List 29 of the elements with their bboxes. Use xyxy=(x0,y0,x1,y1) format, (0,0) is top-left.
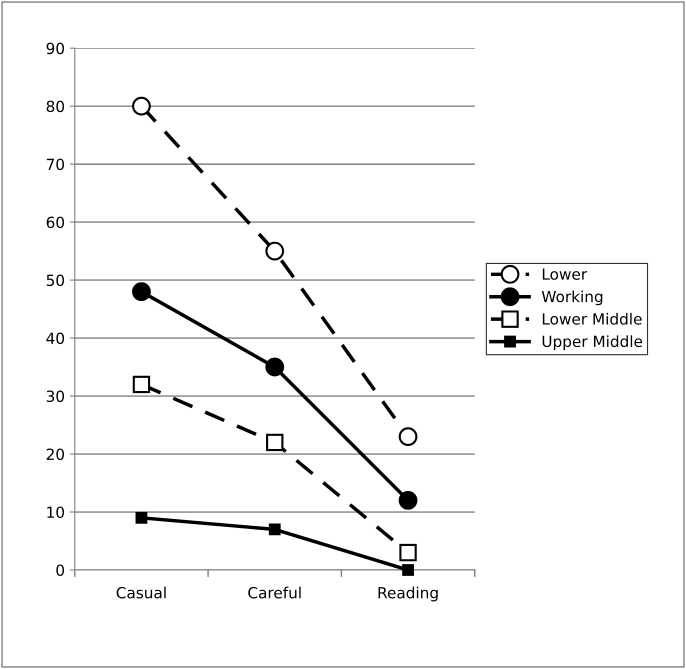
point xyxy=(136,512,148,524)
legend-label: Lower Middle xyxy=(542,312,642,325)
x-tick-label: Casual xyxy=(116,586,166,598)
point xyxy=(265,242,284,260)
x-tick-label: Reading xyxy=(378,586,438,602)
y-tick-label: 20 xyxy=(46,448,64,460)
legend-label: Upper Middle xyxy=(542,335,642,350)
point xyxy=(132,376,150,394)
y-tick-label: 10 xyxy=(47,506,64,518)
point xyxy=(132,96,151,116)
point xyxy=(266,434,284,452)
point xyxy=(398,427,418,446)
y-tick-label: 40 xyxy=(46,332,64,344)
point xyxy=(268,523,281,536)
point xyxy=(132,282,151,302)
point xyxy=(399,544,417,562)
y-tick-label: 30 xyxy=(46,390,64,402)
y-tick-label: 0 xyxy=(56,564,64,576)
y-tick-label: 80 xyxy=(46,100,64,112)
y-tick-label: 70 xyxy=(46,158,64,170)
legend-label: Working xyxy=(542,290,602,306)
y-tick-label: 60 xyxy=(46,216,64,228)
x-tick-label: Careful xyxy=(248,586,301,598)
point xyxy=(402,564,414,576)
y-tick-label: 90 xyxy=(46,42,64,54)
point xyxy=(265,358,284,376)
point xyxy=(398,491,418,510)
legend-label: Lower xyxy=(542,268,588,280)
y-tick-label: 50 xyxy=(46,274,64,286)
